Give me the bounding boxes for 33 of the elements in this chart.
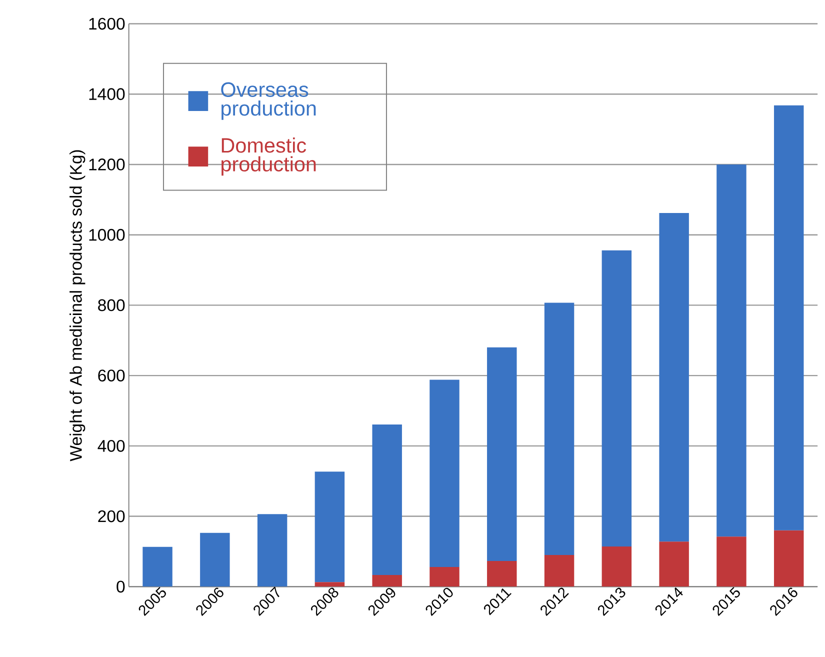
y-tick-label: 1400	[89, 88, 125, 100]
y-tick-label: 400	[98, 440, 125, 452]
bar	[602, 250, 632, 547]
bar	[544, 302, 574, 555]
y-tick-label: 600	[98, 370, 125, 382]
y-tick-label: 800	[98, 299, 125, 312]
y-tick-label: 200	[98, 510, 125, 522]
legend-label: Domestic production	[222, 138, 316, 176]
bar	[314, 582, 345, 587]
bar	[430, 566, 460, 587]
bar	[659, 542, 689, 587]
y-axis-title: Weight of Ab medicinal products sold (Kg)	[70, 150, 86, 462]
y-tick-label: 1600	[89, 18, 125, 30]
legend-label: Overseas production	[221, 82, 316, 120]
bar	[602, 546, 632, 587]
bar	[544, 554, 574, 587]
bar	[716, 164, 746, 537]
y-tick-label: 1200	[89, 158, 125, 170]
bar	[372, 424, 402, 576]
bar	[200, 532, 230, 587]
bar	[774, 105, 804, 530]
y-tick-label: 1000	[89, 228, 125, 241]
bar	[659, 213, 689, 542]
bar	[257, 514, 288, 587]
bar	[774, 530, 804, 587]
y-tick-label: 0	[116, 580, 125, 593]
bar	[487, 560, 517, 587]
bar	[314, 472, 345, 582]
bar	[372, 575, 402, 587]
bar	[430, 380, 460, 567]
bar	[716, 536, 746, 587]
bar	[142, 546, 172, 587]
bar	[487, 347, 517, 561]
